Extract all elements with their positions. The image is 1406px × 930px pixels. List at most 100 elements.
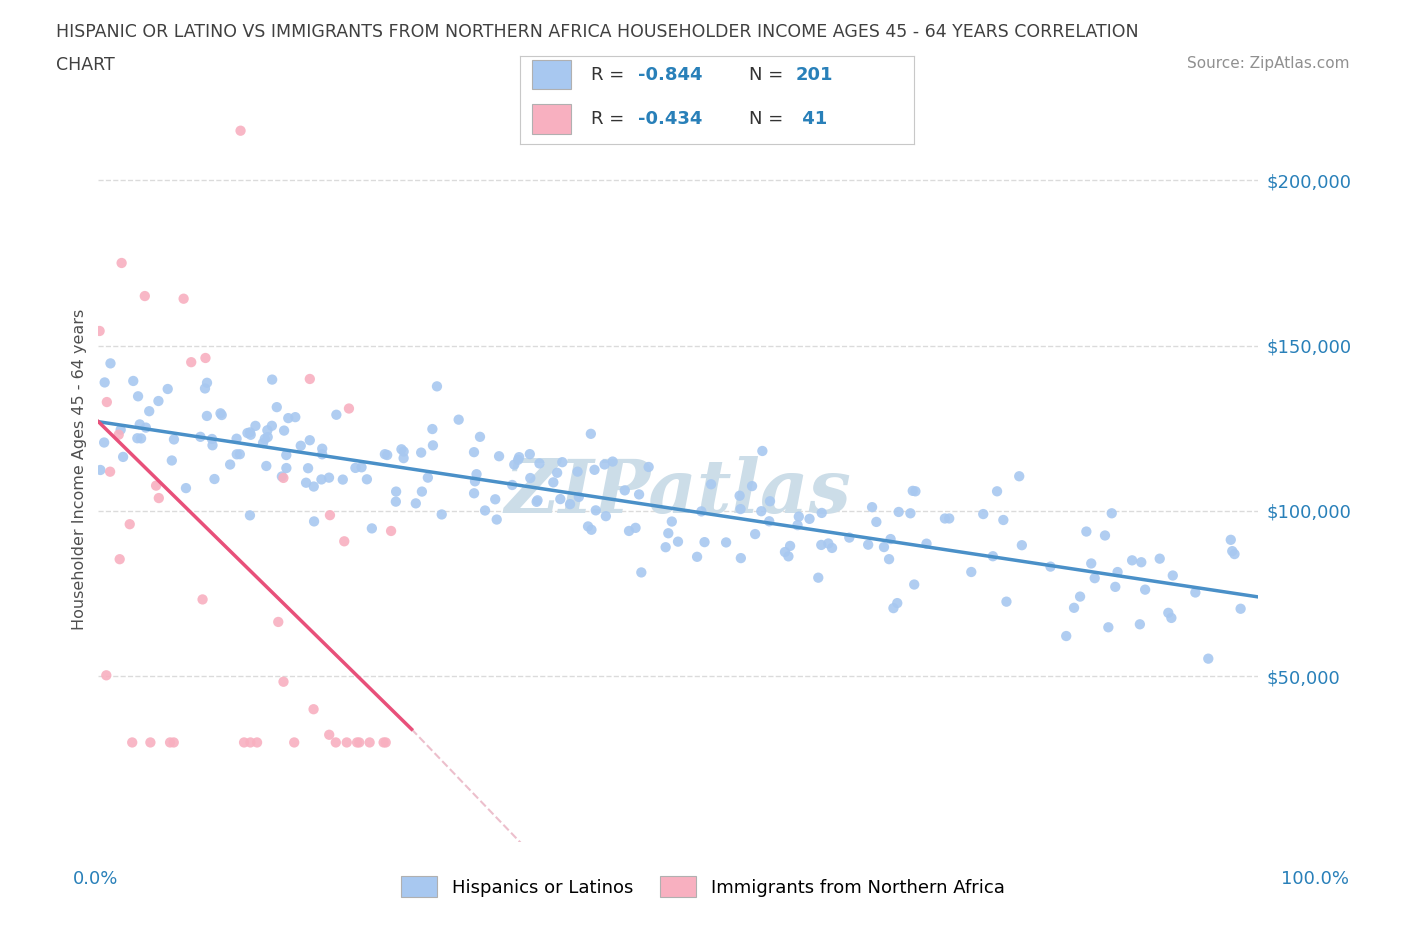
Point [1039,559,1062,574]
Text: N =: N = [748,111,789,128]
Point [879,532,901,547]
Point [273,471,295,485]
Point [1054,629,1077,644]
Point [628,487,651,502]
Point [810,538,832,552]
Point [787,509,810,524]
Point [311,446,333,461]
Point [108,551,131,566]
Point [1229,602,1251,617]
Point [817,536,839,551]
Point [1094,528,1116,543]
Point [468,430,491,445]
Point [1101,506,1123,521]
Point [239,427,262,442]
Point [270,469,292,484]
Point [474,503,496,518]
Text: N =: N = [748,66,789,85]
Point [325,407,347,422]
Text: -0.844: -0.844 [638,66,703,85]
Point [463,485,485,500]
Point [156,381,179,396]
Point [1104,579,1126,594]
Point [749,504,772,519]
Point [744,526,766,541]
Point [298,371,321,386]
Point [1097,619,1119,634]
Point [1197,651,1219,666]
Point [416,471,439,485]
Point [302,702,325,717]
Point [273,674,295,689]
Point [267,615,290,630]
Point [666,534,689,549]
Point [877,551,900,566]
Point [799,512,821,526]
Point [1011,538,1033,552]
Point [657,525,679,540]
Point [981,549,1004,564]
Point [191,592,214,607]
Point [375,447,398,462]
Point [1184,585,1206,600]
Point [194,351,217,365]
Point [838,530,860,545]
Point [613,483,636,498]
Point [195,376,218,391]
Point [145,478,167,493]
Point [543,475,565,490]
Point [392,451,415,466]
Point [239,735,262,750]
Point [700,477,723,492]
Point [821,540,844,555]
Point [463,445,485,459]
Point [204,472,226,486]
Point [630,565,652,580]
Point [1076,525,1098,539]
Point [98,464,121,479]
Point [276,460,298,475]
Point [373,735,395,750]
Point [336,735,359,750]
Point [1069,589,1091,604]
Y-axis label: Householder Income Ages 45 - 64 years: Householder Income Ages 45 - 64 years [72,309,87,631]
Point [860,499,883,514]
Point [430,507,453,522]
Point [209,405,232,420]
Point [333,534,356,549]
Point [118,517,141,532]
Point [579,426,602,441]
Point [593,457,616,472]
Point [508,450,530,465]
Text: CHART: CHART [56,56,115,73]
Point [686,550,709,565]
Point [583,462,606,477]
Point [163,735,186,750]
Point [174,481,197,496]
Point [903,578,925,592]
Point [219,457,242,472]
Point [239,508,262,523]
Point [256,430,278,445]
Point [201,432,224,446]
Point [904,484,927,498]
Point [1121,553,1143,568]
Point [1080,556,1102,571]
Point [464,474,486,489]
Point [546,465,568,480]
Point [567,464,589,479]
Point [519,446,541,461]
Point [1160,610,1182,625]
Point [138,404,160,418]
Point [934,512,956,526]
Point [385,494,408,509]
Point [484,492,506,507]
Point [759,494,782,509]
Point [276,447,298,462]
Point [277,411,299,426]
Point [1129,617,1152,631]
Point [637,459,659,474]
Point [1107,565,1129,579]
Point [359,735,381,750]
Point [225,446,247,461]
